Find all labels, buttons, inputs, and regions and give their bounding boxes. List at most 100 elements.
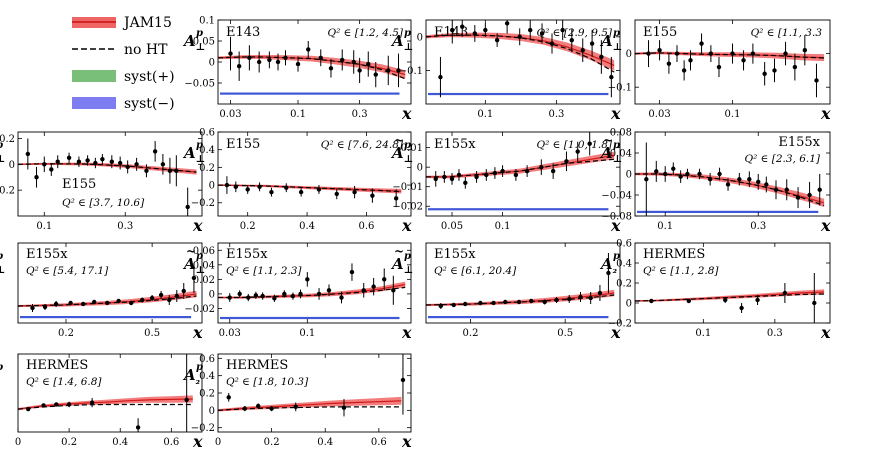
experiment-label: E143 [434, 25, 468, 40]
data-point [26, 406, 31, 412]
panel-p3: 0.03 0.1 x0−0.1A⊥p E155 Q² ∈ [1.1, 3.3 [599, 19, 831, 123]
y-axis-label: A⊥ [390, 32, 413, 53]
y-axis-sup: p [0, 140, 3, 151]
x-tick-label: 0.03 [219, 109, 241, 120]
y-axis-sub: ₂ [196, 376, 201, 387]
data-point [316, 291, 322, 297]
data-point [144, 168, 149, 173]
x-tick-label: 0.1 [290, 109, 306, 120]
y-axis-base: A [599, 144, 613, 162]
y-tick-label: 0 [209, 289, 215, 300]
y-axis-sup: p [0, 362, 3, 373]
data-point [550, 168, 556, 174]
experiment-label: E155 [643, 25, 677, 40]
data-point [109, 159, 115, 164]
noht-curve [18, 403, 193, 410]
syst-minus-bar [20, 316, 192, 319]
x-tick-label: 0.1 [36, 221, 52, 232]
data-point [707, 177, 713, 182]
data-point [587, 141, 592, 146]
y-tick-label: 0 [626, 170, 632, 181]
x-axis-label: x [192, 216, 203, 235]
data-point [451, 302, 456, 308]
y-axis-sup: p [196, 140, 203, 151]
x-tick-label: 0.2 [58, 328, 74, 339]
data-point [597, 290, 603, 296]
x-axis-label: x [401, 104, 412, 123]
data-point [542, 299, 547, 305]
y-tick-label: 0 [626, 49, 632, 60]
y-axis-base: A [182, 32, 196, 50]
y-axis-sup: p [196, 251, 203, 262]
data-point [784, 187, 789, 192]
data-point [134, 162, 139, 167]
data-point [256, 403, 261, 409]
data-point [549, 41, 555, 46]
y-tick-label: 0 [9, 160, 15, 171]
data-point [160, 162, 166, 167]
q2-range-label: Q² ∈ [5.4, 17.1] [26, 265, 109, 277]
data-point [747, 177, 752, 182]
y-axis-sup: p [404, 251, 411, 262]
data-point [644, 177, 649, 182]
data-point [681, 68, 687, 73]
data-point [433, 176, 438, 182]
experiment-label: E155 [62, 177, 96, 192]
data-point [298, 189, 304, 195]
legend-entry-noht: no HT [72, 42, 168, 58]
data-point [66, 155, 72, 161]
y-axis-sup: p [404, 28, 411, 39]
y-tick-label: 0.4 [616, 259, 632, 270]
y-tick-label: 0.2 [616, 279, 632, 290]
y-tick-label: 0 [626, 299, 632, 310]
plot-area [18, 354, 193, 432]
experiment-label: E155x [26, 247, 68, 262]
data-point [580, 48, 585, 53]
panel-frame [17, 353, 203, 433]
legend-entry-jam15: JAM15 [72, 15, 172, 31]
q2-range-label: Q² ∈ [1.1, 2.3] [226, 265, 302, 277]
data-point [773, 187, 779, 192]
data-point [295, 61, 301, 67]
y-axis-sub: ⊥ [0, 154, 5, 165]
data-point [762, 71, 767, 76]
data-point [174, 293, 179, 299]
data-point [382, 277, 387, 282]
data-point [53, 301, 59, 307]
panel-p12: 00.20.40.6xA₂pHERMESQ² ∈ [1.4, 6.8] [0, 353, 203, 451]
x-tick-label: 0.2 [61, 437, 77, 448]
legend-swatch-systp [72, 70, 116, 82]
data-point [697, 171, 702, 177]
noht-curve [218, 184, 402, 193]
data-point [599, 54, 604, 60]
data-point [275, 59, 281, 65]
data-point [795, 195, 801, 200]
panel-p6: 0.05 0.1 x0.010−0.01−0.02A⊥~ p E155x Q² ∈ [1.… [390, 131, 621, 235]
x-axis-label: x [401, 323, 412, 342]
x-axis-label: x [610, 104, 621, 123]
data-point [351, 59, 356, 65]
y-tick-label: 0.02 [193, 275, 215, 286]
y-axis-label: A⊥ [182, 255, 205, 276]
data-point [42, 162, 47, 167]
data-point [269, 406, 274, 411]
data-point [116, 298, 121, 304]
y-axis-sup: p [0, 251, 3, 262]
y-tick-label: −0.02 [392, 202, 423, 213]
data-point [750, 51, 756, 56]
x-axis-label: x [192, 432, 203, 451]
x-axis-label: x [401, 432, 412, 451]
experiment-label: E155x [434, 247, 476, 262]
q2-range-label: Q² ∈ [2.3, 6.1] [744, 153, 820, 165]
data-point [817, 187, 822, 192]
y-axis-sub: ⊥ [613, 42, 623, 53]
plot-area [635, 33, 825, 98]
data-point [569, 37, 574, 43]
data-point [227, 295, 232, 300]
data-point [55, 159, 60, 164]
jam15-band [218, 281, 406, 299]
data-point [717, 171, 722, 177]
